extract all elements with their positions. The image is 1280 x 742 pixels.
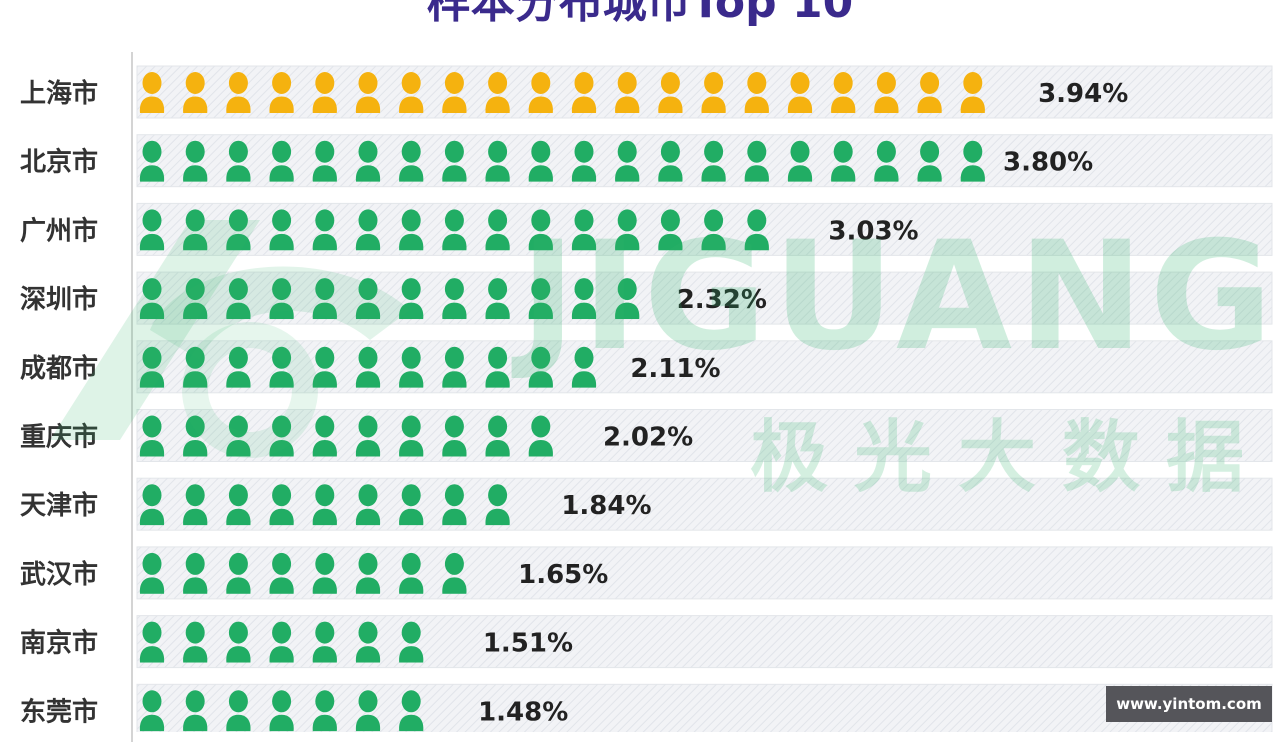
- category-label: 南京市: [20, 628, 98, 659]
- category-label: 深圳市: [20, 284, 98, 315]
- value-label: 3.94%: [1038, 79, 1128, 109]
- value-label: 1.65%: [518, 560, 608, 590]
- value-label: 3.80%: [1003, 148, 1093, 178]
- category-label: 东莞市: [20, 696, 98, 727]
- category-label: 北京市: [20, 147, 98, 178]
- bar: [139, 552, 504, 594]
- category-label: 广州市: [20, 215, 98, 246]
- category-label: 上海市: [20, 78, 98, 109]
- value-label: 1.48%: [478, 697, 568, 727]
- category-label: 武汉市: [20, 559, 98, 590]
- category-label: 重庆市: [20, 422, 98, 453]
- value-label: 1.84%: [561, 491, 651, 521]
- bar-track: [136, 683, 1273, 732]
- bar-track: [136, 615, 1273, 669]
- chart-title: 样本分布城市Top 10: [426, 0, 854, 28]
- bar-track: [136, 477, 1273, 531]
- value-label: 2.32%: [677, 285, 767, 315]
- category-label: 天津市: [20, 490, 98, 521]
- value-label: 2.02%: [603, 423, 693, 453]
- value-label: 3.03%: [828, 216, 918, 246]
- bar-track: [136, 546, 1273, 600]
- value-label: 1.51%: [483, 629, 573, 659]
- y-axis-line: [131, 52, 133, 742]
- bar-track: [136, 409, 1273, 462]
- source-link[interactable]: www.yintom.com: [1106, 686, 1272, 722]
- value-label: 2.11%: [630, 354, 720, 384]
- category-label: 成都市: [20, 353, 98, 384]
